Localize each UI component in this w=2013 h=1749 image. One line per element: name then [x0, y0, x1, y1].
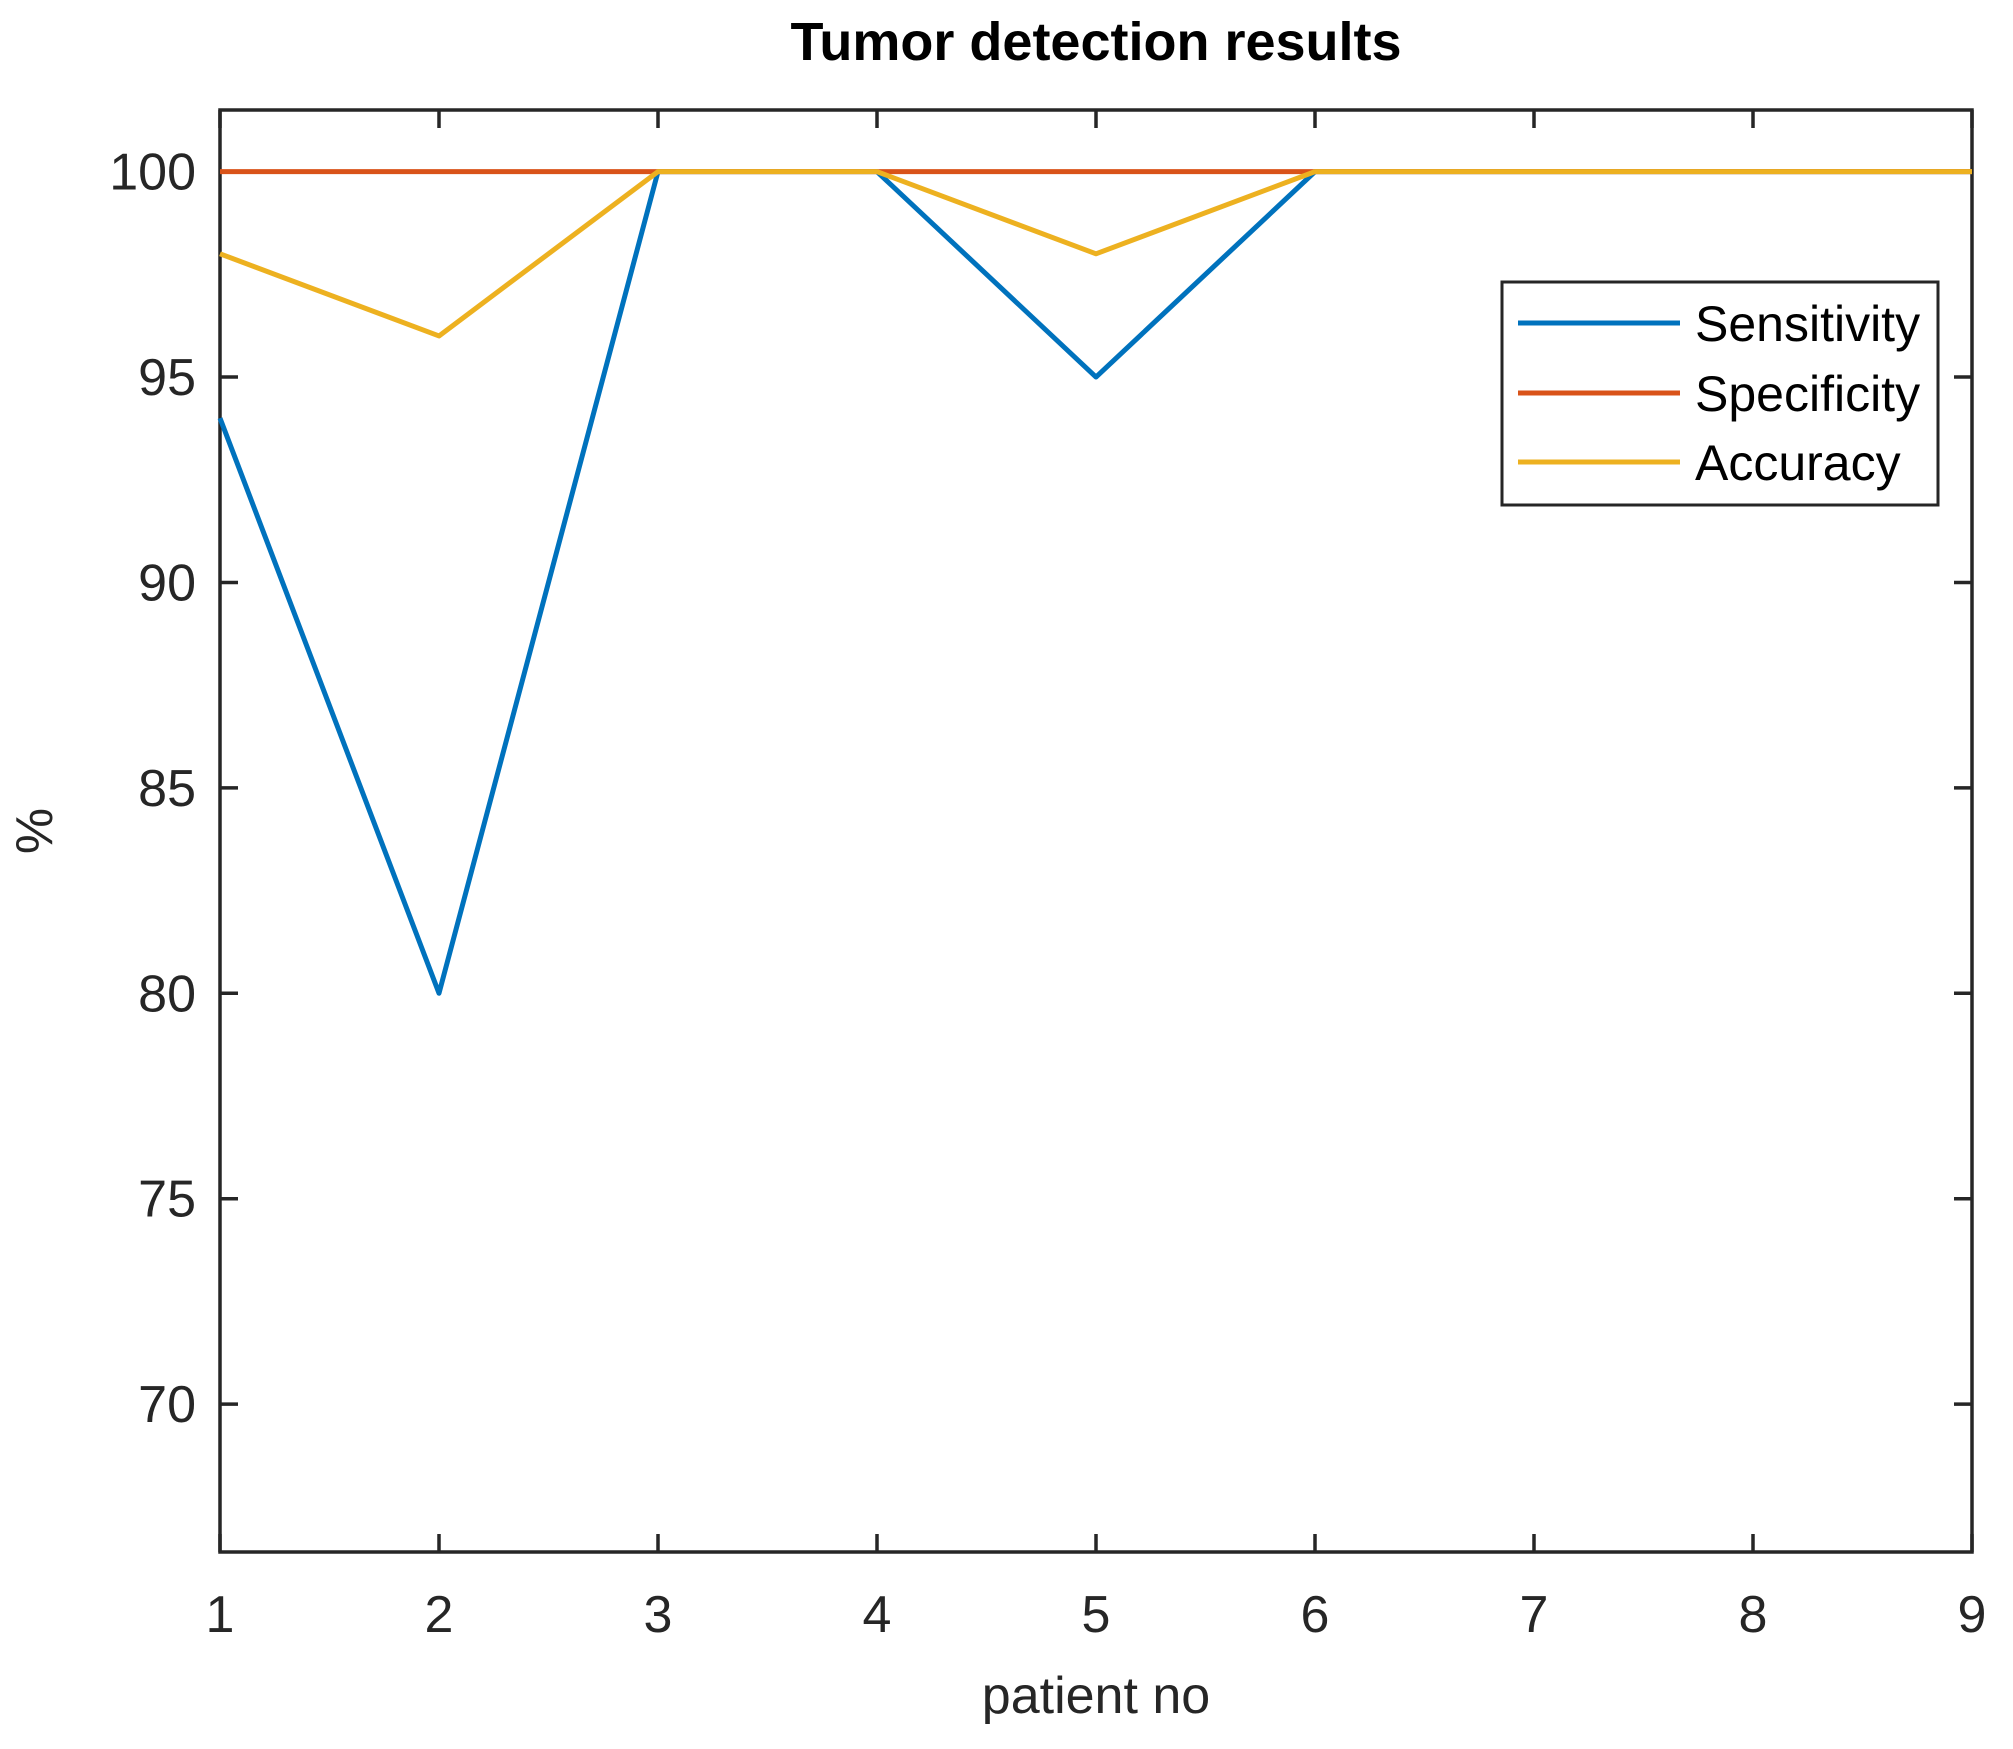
- x-tick-label: 1: [206, 1586, 235, 1644]
- x-tick-label: 9: [1958, 1586, 1987, 1644]
- x-tick-label: 2: [425, 1586, 454, 1644]
- legend-item-accuracy: Accuracy: [1518, 435, 1901, 491]
- x-tick-label: 6: [1301, 1586, 1330, 1644]
- x-tick-label: 5: [1082, 1586, 1111, 1644]
- series-lines: [217, 169, 1972, 996]
- legend-item-specificity: Specificity: [1518, 366, 1920, 422]
- legend-label-sensitivity: Sensitivity: [1695, 296, 1920, 352]
- x-tick-label: 8: [1739, 1586, 1768, 1644]
- y-tick-label: 90: [138, 554, 196, 612]
- legend-label-specificity: Specificity: [1695, 366, 1920, 422]
- y-axis-label: %: [6, 808, 64, 854]
- y-tick-label: 85: [138, 760, 196, 818]
- x-tick-label: 4: [863, 1586, 892, 1644]
- legend-item-sensitivity: Sensitivity: [1518, 296, 1920, 352]
- y-tick-label: 95: [138, 349, 196, 407]
- series-line-accuracy: [219, 169, 1972, 339]
- x-axis-label: patient no: [982, 1667, 1210, 1725]
- x-tick-label: 7: [1520, 1586, 1549, 1644]
- axis-ticks: [218, 110, 1974, 1552]
- y-tick-label: 75: [138, 1171, 196, 1229]
- x-tick-label: 3: [644, 1586, 673, 1644]
- chart-title: Tumor detection results: [790, 12, 1401, 72]
- y-tick-label: 100: [109, 144, 196, 202]
- y-tick-label: 70: [138, 1376, 196, 1434]
- legend-label-accuracy: Accuracy: [1695, 435, 1901, 491]
- tick-labels: 1 2 3 4 5 6 7 8 9 70 75 80 85 90 95 100: [109, 144, 1986, 1644]
- y-tick-label: 80: [138, 965, 196, 1023]
- legend: Sensitivity Specificity Accuracy: [1500, 280, 1940, 507]
